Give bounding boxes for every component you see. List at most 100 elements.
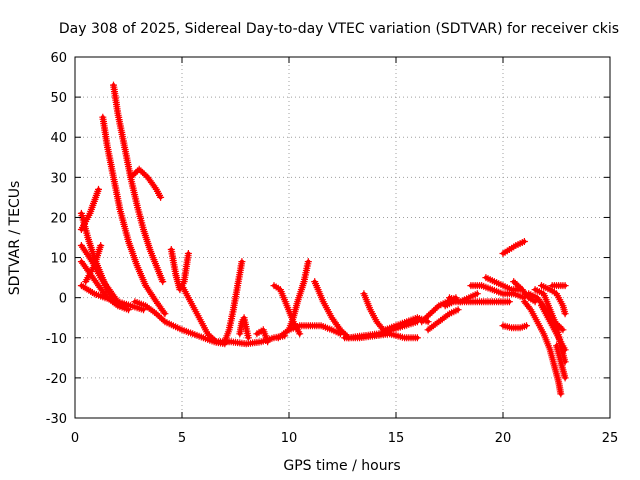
data-series <box>311 278 353 342</box>
plot-frame <box>74 56 611 419</box>
data-point-marker <box>413 334 421 342</box>
data-point-marker <box>550 318 558 326</box>
data-point-marker <box>554 321 562 329</box>
data-point-marker <box>340 329 348 337</box>
data-point-marker <box>264 338 272 346</box>
data-point-marker <box>205 331 213 339</box>
data-series <box>236 314 252 342</box>
x-tick-label: 15 <box>388 431 405 446</box>
data-point-marker <box>160 308 168 316</box>
data-point-marker <box>113 296 121 304</box>
data-point-marker <box>418 318 426 326</box>
data-series <box>82 242 105 286</box>
data-point-marker <box>140 170 148 178</box>
data-series <box>525 290 567 334</box>
x-tick-label: 5 <box>178 431 186 446</box>
y-axis-label: SDTVAR / TECUs <box>7 181 23 296</box>
y-tick-label: -10 <box>46 332 67 347</box>
data-point-marker <box>137 167 145 175</box>
data-point-marker <box>296 330 304 338</box>
x-tick-label: 0 <box>71 431 79 446</box>
data-point-marker <box>430 307 438 314</box>
data-point-marker <box>526 304 533 312</box>
data-point-marker <box>139 169 147 176</box>
y-tick-label: 0 <box>59 292 67 307</box>
data-series <box>499 322 530 332</box>
data-point-marker <box>520 238 528 245</box>
data-series <box>178 282 220 346</box>
data-point-marker <box>157 193 165 201</box>
data-point-marker <box>561 374 569 382</box>
data-point-marker <box>556 323 563 330</box>
data-point-marker <box>184 250 192 257</box>
data-point-marker <box>158 315 165 322</box>
data-point-marker <box>336 326 344 334</box>
data-point-marker <box>510 278 518 286</box>
y-tick-label: -20 <box>46 372 67 387</box>
data-point-marker <box>128 172 136 180</box>
data-point-marker <box>207 333 215 341</box>
data-point-marker <box>424 318 432 326</box>
data-series <box>253 326 272 346</box>
data-point-marker <box>428 308 436 316</box>
data-point-marker <box>561 310 569 318</box>
grid <box>75 57 610 418</box>
x-tick-label: 20 <box>495 431 512 446</box>
data-series <box>538 282 569 318</box>
y-tick-label: 60 <box>50 51 67 66</box>
data-point-marker <box>159 316 167 324</box>
data-point-marker <box>159 278 167 286</box>
data-point-marker <box>152 310 160 318</box>
y-tick-label: 30 <box>50 171 67 186</box>
data-series <box>127 165 165 201</box>
data-point-marker <box>549 316 557 324</box>
data-point-marker <box>209 335 217 343</box>
data-series <box>110 81 167 286</box>
data-point-marker <box>161 310 169 318</box>
data-point-marker <box>557 390 565 398</box>
data-series <box>77 185 102 233</box>
data-point-marker <box>505 298 513 306</box>
data-point-marker <box>561 346 569 354</box>
data-point-marker <box>95 185 102 193</box>
data-point-marker <box>135 165 143 173</box>
data-series <box>167 246 192 294</box>
data-point-marker <box>557 324 565 332</box>
series-track <box>100 115 167 316</box>
x-axis-label: GPS time / hours <box>283 458 400 474</box>
data-point-marker <box>515 282 523 290</box>
data-series <box>341 330 421 342</box>
chart-title: Day 308 of 2025, Sidereal Day-to-day VTE… <box>59 21 619 37</box>
data-point-marker <box>97 242 105 249</box>
data-series <box>482 274 524 294</box>
ticks: 0 5 10 15 20 25 -30 -20 -10 0 10 20 30 40 50 60 <box>46 51 619 446</box>
data-series <box>446 290 481 306</box>
x-tick-label: 25 <box>602 431 619 446</box>
data-series <box>274 322 344 342</box>
data-point-marker <box>204 330 212 338</box>
data-point-marker <box>419 316 427 324</box>
y-tick-label: 50 <box>50 91 67 106</box>
data-point-marker <box>132 169 140 176</box>
data-point-marker <box>423 313 431 321</box>
data-series <box>520 298 565 398</box>
data-series <box>424 306 462 334</box>
data-point-marker <box>421 315 429 322</box>
data-point-marker <box>130 170 138 178</box>
data-point-marker <box>559 326 567 334</box>
data-point-marker <box>513 281 521 289</box>
data-point-marker <box>523 322 530 330</box>
data-series <box>553 342 569 382</box>
x-tick-label: 10 <box>281 431 298 446</box>
data-series <box>285 258 312 334</box>
data-point-marker <box>244 334 252 342</box>
y-tick-label: 10 <box>50 252 67 267</box>
data-point-marker <box>431 305 439 313</box>
data-series <box>99 113 169 318</box>
data-point-marker <box>454 306 462 314</box>
data-point-marker <box>338 327 346 335</box>
data-point-marker <box>114 298 122 306</box>
data-point-marker <box>511 279 519 287</box>
data-point-marker <box>561 282 569 290</box>
